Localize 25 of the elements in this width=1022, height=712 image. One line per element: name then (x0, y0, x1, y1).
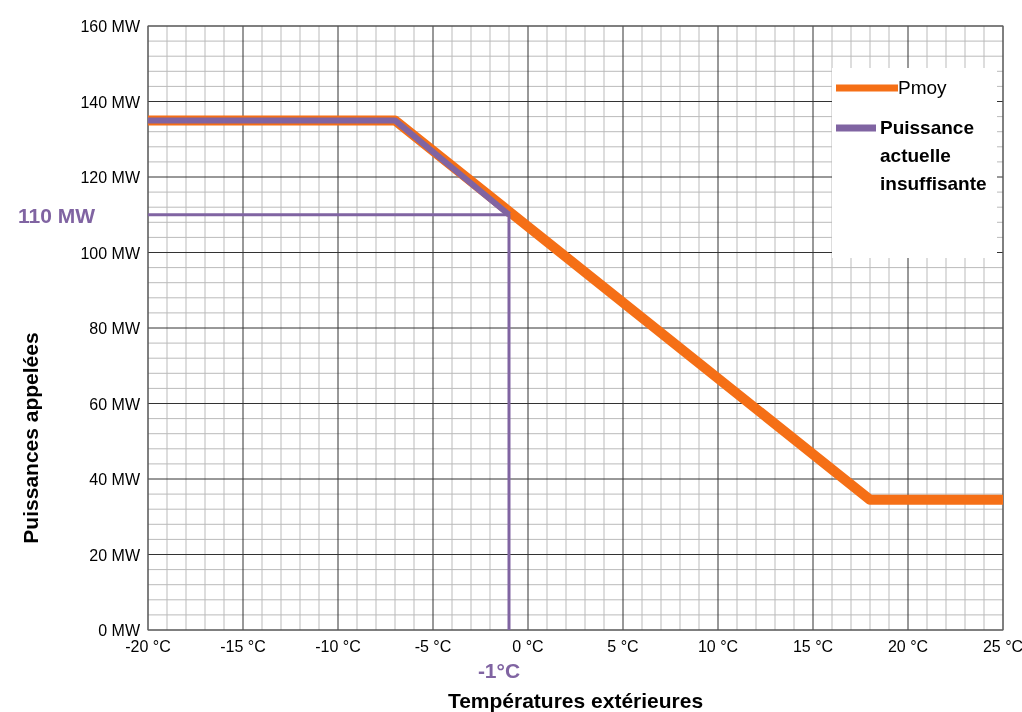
x-tick-label: -20 °C (125, 638, 171, 655)
x-tick-label: 20 °C (887, 638, 929, 655)
y-tick-label: 60 MW (89, 395, 141, 413)
x-tick-label: -10 °C (315, 638, 361, 655)
y-tick-label: 40 MW (89, 471, 141, 488)
legend-label: Pmoy (898, 77, 948, 98)
y-tick-label: 120 MW (80, 169, 141, 186)
y-tick-label: 100 MW (80, 244, 141, 262)
y-tick-label: 0 MW (98, 622, 141, 639)
x-tick-label: 0 °C (512, 638, 544, 655)
y-tick-label: 140 MW (80, 93, 141, 111)
y-tick-label: 20 MW (89, 546, 141, 564)
legend-label: Puissance actuelle insuffisante (880, 117, 987, 194)
x-tick-label: 5 °C (607, 638, 639, 655)
x-axis-title: Températures extérieures (447, 689, 704, 712)
annotation: -1°C (477, 659, 521, 682)
x-tick-label: -15 °C (220, 638, 266, 655)
y-tick-label: 160 MW (80, 18, 141, 35)
x-tick-label: -5 °C (414, 638, 452, 655)
x-tick-label: 25 °C (982, 638, 1022, 655)
x-tick-label: 15 °C (792, 638, 834, 655)
y-tick-label: 80 MW (89, 320, 141, 337)
y-axis-title: Puissances appelées (19, 332, 42, 544)
x-tick-label: 10 °C (697, 638, 739, 655)
annotation: 110 MW (18, 203, 96, 227)
